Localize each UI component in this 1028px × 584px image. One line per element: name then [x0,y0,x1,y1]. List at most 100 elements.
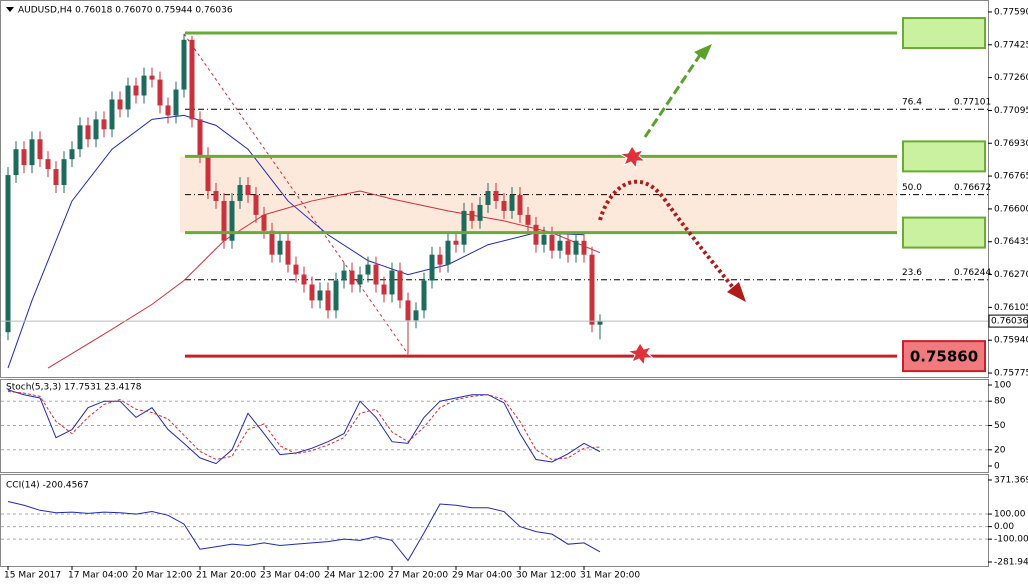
candle-body [485,191,491,205]
candle-body [301,274,307,285]
candle-body [445,240,451,265]
candle-body [125,85,131,110]
fib-value: 0.76244 [954,268,991,278]
y-tick-label: 0.75775 [994,369,1028,379]
fib-level: 23.6 [902,268,922,278]
x-tick-label: 21 Mar 20:00 [196,571,256,581]
candle-body [173,89,179,116]
candle-body [117,99,123,110]
candle-body [157,79,163,106]
candle-body [405,300,411,321]
candle-body [349,270,355,285]
candle-body [45,159,51,170]
candle-body [365,264,371,275]
candle-body [549,234,555,251]
fib-level: 50.0 [902,183,922,193]
candle-body [109,99,115,130]
up-arrow [643,54,702,138]
y-tick-label: 0.76270 [994,270,1028,280]
x-tick-label: 23 Mar 04:00 [260,571,320,581]
stoch-title: Stoch(5,3,3) 17.7531 23.4178 [6,383,142,393]
candle-body [221,200,227,241]
x-tick-label: 30 Mar 12:00 [516,571,576,581]
candle-body [261,214,267,231]
fib-value: 0.77101 [954,98,991,108]
indicator-line [7,389,601,465]
y-tick-label: 371.3698 [994,476,1028,486]
candle-body [397,270,403,301]
candle-body [317,290,323,301]
candle-body [373,264,379,285]
candle-body [325,290,331,311]
candle-body [5,175,11,333]
level-box [902,140,986,173]
candle-body [293,264,299,275]
candle-body [541,234,547,245]
candle-body [29,139,35,166]
candle-body [237,185,243,201]
candle-body [77,125,83,150]
candle-body [525,214,531,225]
candle-body [133,85,139,96]
y-tick-label: 0.77095 [994,106,1028,116]
candle-body [269,230,275,255]
moving-average [47,190,601,369]
candle-body [581,240,587,255]
candle-body [565,240,571,255]
candle-body [381,284,387,295]
indicator-line [7,390,601,461]
menu-marker [6,7,14,12]
candle-body [333,280,339,311]
candle-body [309,284,315,301]
current-label: 0.76036 [991,317,1028,327]
candle-body [101,119,107,130]
candle-body [557,240,563,251]
down-arrow-head [727,282,746,302]
y-tick-label: 20 [994,445,1006,455]
candle-body [413,310,419,321]
candle-body [13,149,19,176]
candle-body [53,169,59,186]
x-tick-label: 17 Mar 04:00 [68,571,128,581]
candle-body [493,191,499,201]
x-tick-label: 27 Mar 20:00 [388,571,448,581]
candle-body [229,200,235,241]
candle-body [533,224,539,245]
candle-body [517,194,523,215]
candle-body [165,105,171,116]
candle-body [469,210,475,221]
candle-body [181,39,187,90]
candle-body [245,185,251,195]
candle-body [93,119,99,140]
x-tick-label: 15 Mar 2017 [4,571,61,581]
candle-body [277,240,283,255]
candle-body [69,149,75,160]
candle-body [461,210,467,245]
current-box [988,314,1028,328]
level-box [902,17,986,50]
candle-body [61,159,67,186]
candle-body [357,274,363,285]
candle-body [477,204,483,221]
y-tick-label: 0.76600 [994,204,1028,214]
y-tick-label: 0 [994,462,1000,472]
candle-body [597,321,603,325]
candle-body [389,270,395,295]
candle-body [573,240,579,255]
y-tick-label: 0.75940 [994,336,1028,346]
candle-body [37,139,43,160]
chart-title: AUDUSD,H4 0.76018 0.76070 0.75944 0.7603… [18,6,233,16]
candle-body [189,39,195,120]
candle-body [437,254,443,265]
level-label: 0.75860 [910,348,978,366]
y-tick-label: -281.9449 [994,558,1028,568]
candle-body [253,194,259,215]
x-tick-label: 24 Mar 12:00 [324,571,384,581]
y-tick-label: 0.76765 [994,172,1028,182]
candle-body [21,149,27,166]
burst [618,145,647,170]
fib-value: 0.76672 [954,183,991,193]
